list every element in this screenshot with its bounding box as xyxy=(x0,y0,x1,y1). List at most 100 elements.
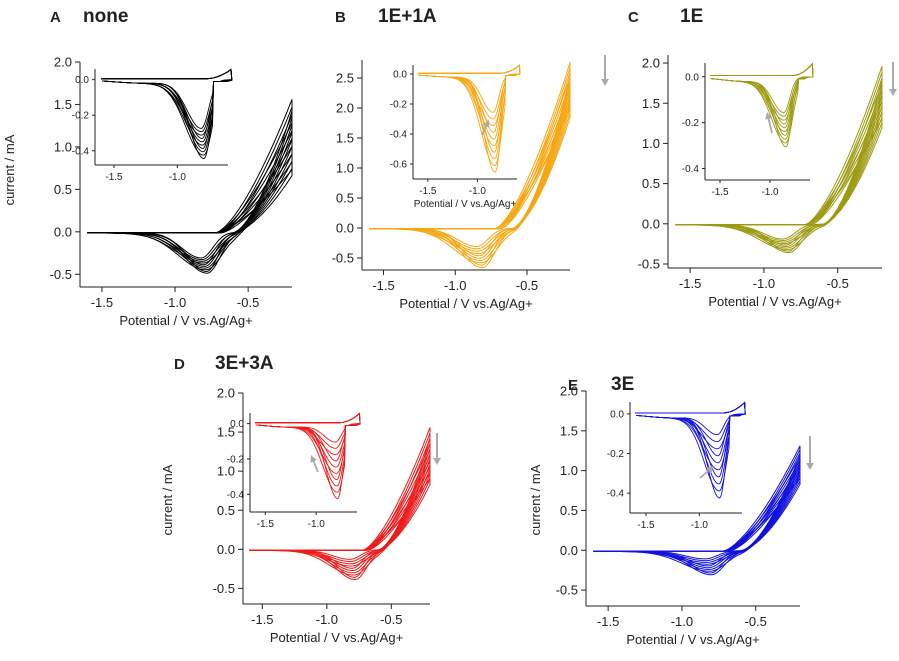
main-x-tick-label: -0.5 xyxy=(516,278,538,293)
main-y-tick-label: 2.0 xyxy=(217,386,235,401)
main-series-group xyxy=(249,427,431,580)
main-x-tick-label: -0.5 xyxy=(380,612,402,627)
inset-cycle-line xyxy=(101,68,233,159)
panel-label: B xyxy=(335,9,346,26)
inset-x-tick-label: -1.0 xyxy=(691,520,709,531)
main-y-tick-label: 0.5 xyxy=(336,191,354,206)
main-series-group xyxy=(369,62,571,269)
inset-x-tick-label: -1.5 xyxy=(257,519,275,530)
main-y-tick-label: 1.5 xyxy=(560,423,578,438)
main-y-tick-label: 0.0 xyxy=(336,221,354,236)
inset-cycle-line xyxy=(418,64,521,173)
main-y-tick-label: -0.5 xyxy=(213,581,235,596)
main-x-tick-label: -0.5 xyxy=(827,276,849,291)
inset-y-tick-label: -0.2 xyxy=(227,454,245,465)
main-y-tick-label: 0.5 xyxy=(217,503,235,518)
inset: -1.5 -1.0 0.0 -0.2 -0.4 xyxy=(72,68,233,183)
main-y-tick-label: 2.0 xyxy=(642,56,660,71)
trend-arrow-head xyxy=(433,458,441,465)
cycle-line xyxy=(249,476,431,580)
panel-title: none xyxy=(83,6,128,27)
inset-y-tick-label: 0.0 xyxy=(393,70,407,81)
panel-label: E xyxy=(568,377,578,394)
x-axis-label: Potential / V vs.Ag/Ag+ xyxy=(399,296,532,311)
x-axis-label: Potential / V vs.Ag/Ag+ xyxy=(626,632,759,647)
main-y-tick-label: 0.5 xyxy=(560,503,578,518)
main-x-tick-label: -0.5 xyxy=(745,614,767,629)
inset-trend-arrow-head xyxy=(765,112,772,120)
x-axis-label: Potential / V vs.Ag/Ag+ xyxy=(708,294,841,309)
inset: -1.5 -1.0 0.0 -0.2 -0.4 xyxy=(682,62,814,198)
panel-title: 3E+3A xyxy=(215,353,274,374)
panel-e: E 3E -1.5 -1.0 -0.5 -0.5 0.0 0.5 1.0 1.5 2.0 Potent… xyxy=(528,374,814,647)
x-axis-label: Potential / V vs.Ag/Ag+ xyxy=(270,630,403,645)
panel-b: B 1E+1A -1.5 -1.0 -0.5 -0.5 0.0 0.5 1.0 1.5 2.0 2.5… xyxy=(332,6,609,311)
main-y-tick-label: 0.0 xyxy=(54,224,72,239)
main-x-tick-label: -1.5 xyxy=(91,295,113,310)
inset-y-tick-label: 0.0 xyxy=(230,419,244,430)
inset-trend-arrow-shaft xyxy=(699,468,711,479)
inset-x-tick-label: -1.0 xyxy=(308,519,326,530)
inset-y-tick-label: -0.4 xyxy=(682,164,700,175)
trend-arrow-head xyxy=(806,463,814,470)
inset-series-group xyxy=(101,68,233,159)
inset-trend-arrow-head xyxy=(482,120,490,128)
inset-y-tick-label: -0.4 xyxy=(607,489,625,500)
main-series-group xyxy=(593,445,801,576)
inset-series-group xyxy=(418,64,521,173)
main-y-tick-label: 1.5 xyxy=(217,425,235,440)
inset-x-tick-label: -1.0 xyxy=(469,186,487,197)
panel-title: 1E xyxy=(680,6,703,27)
inset: -1.5 -1.0 0.0 -0.2 -0.4 -0.6 Potential / V vs.… xyxy=(390,64,521,210)
main-y-tick-label: -0.5 xyxy=(638,257,660,272)
main-y-tick-label: 0.0 xyxy=(642,216,660,231)
main-y-tick-label: 1.5 xyxy=(642,96,660,111)
main-y-tick-label: 1.0 xyxy=(54,139,72,154)
main-x-tick-label: -1.0 xyxy=(444,278,466,293)
trend-arrow-head xyxy=(601,79,609,86)
panel-c: C 1E -1.5 -1.0 -0.5 -0.5 0.0 0.5 1.0 1.5 2.0 Potent… xyxy=(628,6,897,309)
inset-trend-arrow-head xyxy=(706,466,714,474)
main-y-tick-label: 1.5 xyxy=(54,97,72,112)
inset: -1.5 -1.0 0.0 -0.2 -0.4 xyxy=(227,412,361,530)
inset-cycle-line xyxy=(635,401,746,499)
panel-d: D 3E+3A -1.5 -1.0 -0.5 -0.5 0.0 0.5 1.0 1.5 2.0 Pot… xyxy=(160,353,441,645)
main-y-tick-label: 0.0 xyxy=(560,543,578,558)
main-y-tick-label: 2.5 xyxy=(336,71,354,86)
inset-y-tick-label: -0.2 xyxy=(72,111,90,122)
main-y-tick-label: 1.0 xyxy=(642,136,660,151)
main-x-tick-label: -1.0 xyxy=(164,295,186,310)
inset-y-tick-label: -0.2 xyxy=(682,118,700,129)
inset-x-tick-label: -1.5 xyxy=(711,187,729,198)
main-y-tick-label: -0.5 xyxy=(556,583,578,598)
main-x-tick-label: -1.5 xyxy=(251,612,273,627)
y-axis-label: current / mA xyxy=(160,464,175,535)
inset-background xyxy=(705,63,810,180)
main-y-tick-label: 1.5 xyxy=(336,131,354,146)
panel-title: 3E xyxy=(611,374,634,395)
main-y-tick-label: 0.0 xyxy=(217,542,235,557)
inset-x-axis-label: Potential / V vs.Ag/Ag+ xyxy=(414,199,517,210)
inset-x-tick-label: -1.0 xyxy=(169,172,187,183)
inset-y-tick-label: 0.0 xyxy=(75,75,89,86)
main-x-tick-label: -0.5 xyxy=(237,295,259,310)
inset-y-tick-label: -0.4 xyxy=(390,130,408,141)
main-y-tick-label: 2.0 xyxy=(336,101,354,116)
panel-label: A xyxy=(50,9,61,26)
cycle-line xyxy=(593,476,801,576)
cycle-line xyxy=(675,118,883,254)
main-y-tick-label: 2.0 xyxy=(560,384,578,399)
y-axis-label: current / mA xyxy=(528,464,543,535)
inset-trend-arrow-shaft xyxy=(767,116,773,134)
inset-y-tick-label: 0.0 xyxy=(685,72,699,83)
cycle-line xyxy=(369,107,571,269)
main-x-tick-label: -1.0 xyxy=(671,614,693,629)
inset: -1.5 -1.0 0.0 -0.2 -0.4 xyxy=(607,401,746,531)
main-x-tick-label: -1.5 xyxy=(597,614,619,629)
inset-y-tick-label: 0.0 xyxy=(610,409,624,420)
main-y-tick-label: 0.5 xyxy=(642,176,660,191)
panel-label: D xyxy=(174,356,185,373)
